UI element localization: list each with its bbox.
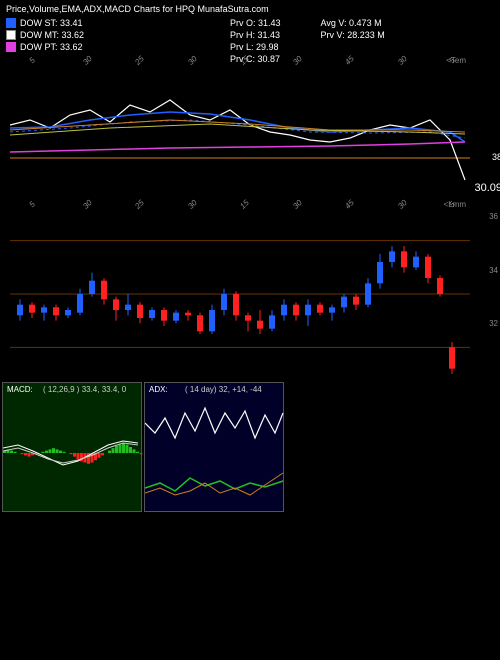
tick: 45 — [343, 54, 356, 67]
hline-label: 38 — [492, 152, 500, 162]
candle-chart: 36 34 32 — [10, 214, 500, 374]
tick: 30 — [291, 54, 304, 67]
adx-box: ADX: ( 14 day) 32, +14, -44 — [144, 382, 284, 512]
tick: 5 — [27, 200, 37, 210]
tick: 45 — [343, 198, 356, 211]
adx-title: ADX: — [149, 385, 168, 394]
prv-v: Prv V: 28.233 M — [321, 30, 385, 40]
avg-v: Avg V: 0.473 M — [321, 18, 385, 28]
axis-36: 36 — [489, 212, 498, 221]
indicator-row: MACD: ( 12,26,9 ) 33.4, 33.4, 0 ADX: ( 1… — [0, 382, 500, 512]
tick: 15 — [238, 198, 251, 211]
prv-o: Prv O: 31.43 — [230, 18, 281, 28]
adx-params: ( 14 day) 32, +14, -44 — [185, 385, 262, 394]
price-svg — [10, 70, 470, 200]
legend-row: DOW ST: 33.41 DOW MT: 33.62 DOW PT: 33.6… — [6, 18, 494, 52]
macd-title: MACD: — [7, 385, 33, 394]
tick: 30 — [186, 198, 199, 211]
tick: 30 — [291, 198, 304, 211]
legend-mt-label: DOW MT: 33.62 — [20, 30, 84, 40]
top-tick-row: <Tem 5302530153045305 — [10, 56, 470, 70]
prv-l: Prv L: 29.98 — [230, 42, 281, 52]
legend-st-label: DOW ST: 33.41 — [20, 18, 83, 28]
swatch-st — [6, 18, 16, 28]
chart-header: Price,Volume,EMA,ADX,MACD Charts for HPQ… — [0, 0, 500, 56]
tick: 15 — [238, 54, 251, 67]
tick: 25 — [133, 54, 146, 67]
page-title: Price,Volume,EMA,ADX,MACD Charts for HPQ… — [6, 4, 494, 14]
candle-svg — [10, 214, 470, 374]
end-price-label: 30.09 — [474, 182, 500, 194]
swatch-pt — [6, 42, 16, 52]
legend-mt: DOW MT: 33.62 — [6, 30, 84, 40]
adx-svg — [145, 383, 285, 513]
mid-tick-row: <Lmm 5302530153045305 — [10, 200, 470, 214]
tick: 5 — [27, 56, 37, 66]
legend-st: DOW ST: 33.41 — [6, 18, 84, 28]
tick: 30 — [81, 198, 94, 211]
macd-box: MACD: ( 12,26,9 ) 33.4, 33.4, 0 — [2, 382, 142, 512]
prv-h: Prv H: 31.43 — [230, 30, 281, 40]
tick: 30 — [81, 54, 94, 67]
tick: 30 — [186, 54, 199, 67]
axis-32: 32 — [489, 319, 498, 328]
price-line-chart: 38 30.09 — [10, 70, 500, 200]
legend-pt: DOW PT: 33.62 — [6, 42, 84, 52]
legend-pt-label: DOW PT: 33.62 — [20, 42, 83, 52]
macd-params: ( 12,26,9 ) 33.4, 33.4, 0 — [43, 385, 126, 394]
tick: 30 — [396, 198, 409, 211]
tick: 25 — [133, 198, 146, 211]
swatch-mt — [6, 30, 16, 40]
macd-svg — [3, 383, 143, 513]
axis-34: 34 — [489, 266, 498, 275]
tick: 30 — [396, 54, 409, 67]
